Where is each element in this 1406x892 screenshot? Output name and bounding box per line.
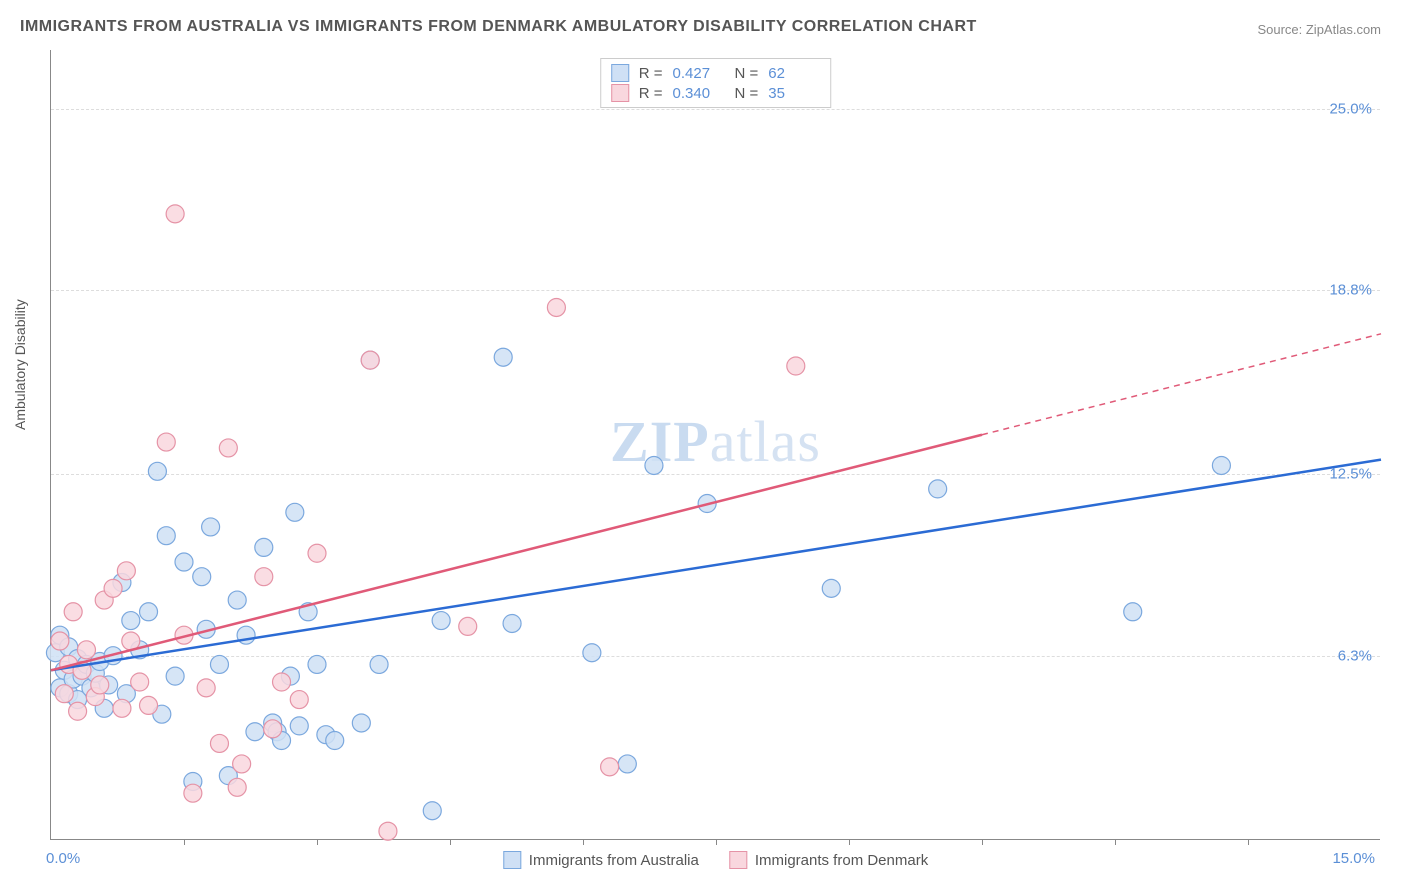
legend-row-denmark: R = 0.340 N = 35: [611, 83, 821, 103]
swatch-australia: [611, 64, 629, 82]
x-tick-right: 15.0%: [1332, 850, 1375, 867]
correlation-legend: R = 0.427 N = 62 R = 0.340 N = 35: [600, 58, 832, 108]
chart-source: Source: ZipAtlas.com: [1257, 22, 1381, 37]
legend-row-australia: R = 0.427 N = 62: [611, 63, 821, 83]
chart-title: IMMIGRANTS FROM AUSTRALIA VS IMMIGRANTS …: [20, 18, 977, 36]
series-legend: Immigrants from Australia Immigrants fro…: [503, 851, 928, 869]
legend-item-australia: Immigrants from Australia: [503, 851, 699, 869]
n-label: N =: [735, 85, 759, 102]
legend-item-denmark: Immigrants from Denmark: [729, 851, 928, 869]
legend-label-denmark: Immigrants from Denmark: [755, 852, 928, 869]
swatch-australia: [503, 851, 521, 869]
n-label: N =: [735, 65, 759, 82]
swatch-denmark: [611, 84, 629, 102]
n-value-denmark: 35: [768, 85, 820, 102]
y-axis-label: Ambulatory Disability: [12, 299, 28, 430]
chart-svg: [51, 50, 1380, 839]
r-label: R =: [639, 65, 663, 82]
x-tick-left: 0.0%: [46, 850, 80, 867]
n-value-australia: 62: [768, 65, 820, 82]
legend-label-australia: Immigrants from Australia: [529, 852, 699, 869]
r-value-denmark: 0.340: [673, 85, 725, 102]
r-value-australia: 0.427: [673, 65, 725, 82]
plot-area: ZIPatlas 6.3%12.5%18.8%25.0% 0.0% 15.0% …: [50, 50, 1380, 840]
r-label: R =: [639, 85, 663, 102]
swatch-denmark: [729, 851, 747, 869]
